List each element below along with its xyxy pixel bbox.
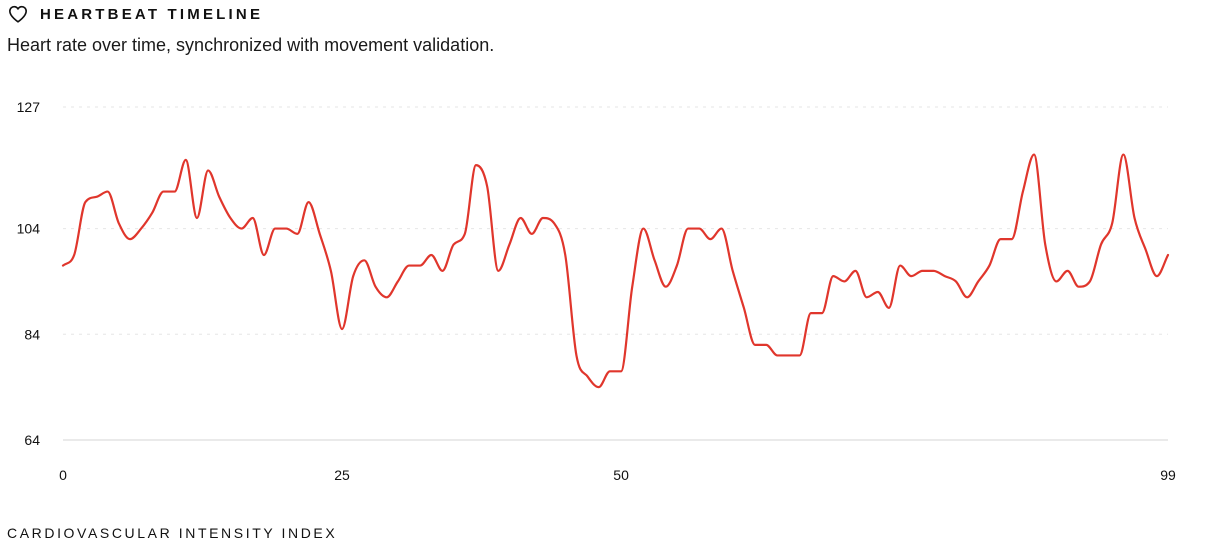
heart-rate-line	[61, 153, 1170, 389]
footer-label: CARDIOVASCULAR INTENSITY INDEX	[7, 525, 338, 541]
chart-subtitle: Heart rate over time, synchronized with …	[7, 35, 495, 55]
y-tick-label: 64	[24, 432, 40, 448]
chart-title: HEARTBEAT TIMELINE	[40, 5, 264, 23]
x-tick-label: 99	[1160, 467, 1176, 483]
y-tick-label: 127	[17, 99, 41, 115]
header: HEARTBEAT TIMELINE	[8, 5, 263, 23]
x-tick-label: 50	[613, 467, 629, 483]
heart-rate-chart: 64 84 104 127 0 25 50 99	[17, 99, 1176, 483]
y-tick-label: 104	[17, 221, 41, 237]
heart-icon	[8, 5, 28, 23]
y-tick-label: 84	[24, 326, 40, 342]
x-tick-label: 0	[59, 467, 67, 483]
x-tick-label: 25	[334, 467, 350, 483]
